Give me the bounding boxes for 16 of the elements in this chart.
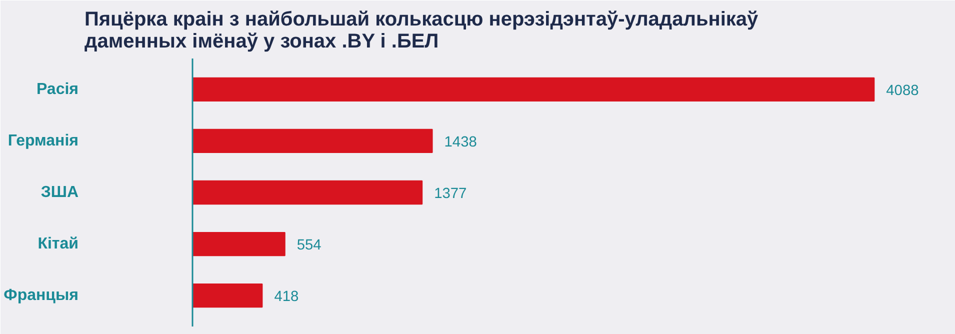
y-tick-label: Кітай	[38, 236, 78, 253]
y-tick-label: Расія	[36, 80, 79, 98]
data-label: 1377	[434, 186, 467, 202]
bar	[192, 180, 423, 205]
bar	[192, 77, 875, 102]
chart-title: Пяцёрка краін з найбольшай колькасцю нерэзідэнтаў-уладальнікаў даменных імёнаў у зонах .BY і .БЕЛ	[84, 8, 760, 52]
data-label: 554	[296, 238, 322, 254]
data-label: 4088	[886, 82, 919, 99]
bar	[192, 232, 286, 256]
bar	[192, 128, 433, 154]
y-tick-label: Францыя	[4, 287, 78, 304]
y-tick-label: ЗША	[40, 184, 79, 201]
data-label: 418	[274, 289, 299, 306]
bar	[192, 283, 263, 308]
y-tick-label: Германія	[8, 132, 78, 150]
data-label: 1438	[444, 134, 477, 150]
